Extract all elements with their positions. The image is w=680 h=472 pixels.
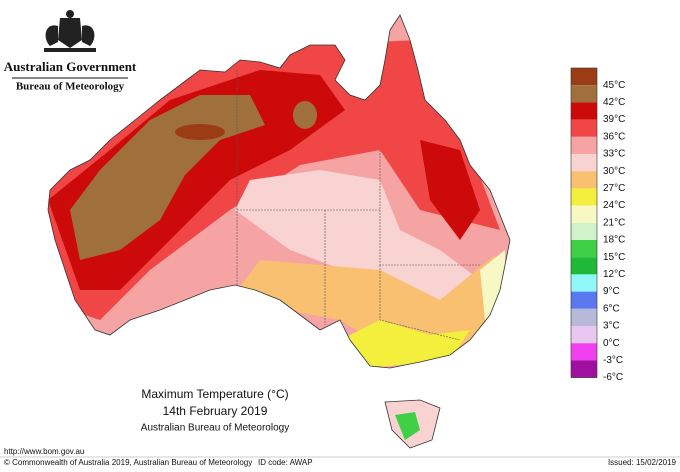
footer-issued: Issued: 15/02/2019 <box>608 458 677 467</box>
footer-id: ID code: AWAP <box>258 458 313 467</box>
legend-swatch <box>571 171 597 189</box>
footer-url: http://www.bom.gov.au <box>4 447 84 456</box>
crest <box>44 10 96 52</box>
legend-label: 18°C <box>603 235 625 246</box>
legend-swatch <box>571 291 597 309</box>
legend-swatch <box>571 326 597 344</box>
legend-label: 12°C <box>603 269 625 280</box>
legend-swatch <box>571 308 597 326</box>
legend-label: 9°C <box>603 286 620 297</box>
footer-copyright: © Commonwealth of Australia 2019, Austra… <box>4 458 252 467</box>
legend-label: -3°C <box>603 355 623 366</box>
legend-swatch <box>571 257 597 275</box>
legend-label: 15°C <box>603 252 625 263</box>
state-borders <box>236 70 480 341</box>
legend-label: 0°C <box>603 338 620 349</box>
legend-swatch <box>571 188 597 206</box>
legend-swatch <box>571 222 597 240</box>
legend-swatch <box>571 85 597 103</box>
legend-swatch <box>571 154 597 172</box>
legend-label: 36°C <box>603 131 625 142</box>
agency-name: Australian Government <box>4 59 137 74</box>
legend-swatch <box>571 240 597 258</box>
legend-label: 42°C <box>603 97 625 108</box>
legend-label: 33°C <box>603 149 625 160</box>
legend-label: 27°C <box>603 183 625 194</box>
legend-swatch <box>571 205 597 223</box>
legend-label: 24°C <box>603 200 625 211</box>
bureau-name: Bureau of Meteorology <box>16 81 125 93</box>
legend-label: 30°C <box>603 166 625 177</box>
tasmania <box>384 399 441 449</box>
legend-label: 45°C <box>603 80 625 91</box>
legend-frame <box>570 67 598 378</box>
legend-swatch <box>571 68 597 86</box>
legend-label: 6°C <box>603 303 620 314</box>
legend-label: 21°C <box>603 217 625 228</box>
legend-swatch <box>571 102 597 120</box>
legend-swatch <box>571 360 597 378</box>
legend-label: 3°C <box>603 321 620 332</box>
map-date: 14th February 2019 <box>163 404 268 418</box>
legend: 45°C 42°C 39°C 36°C 33°C 30°C 27°C 24°C 21°C 18°C… <box>570 67 625 383</box>
map-title: Maximum Temperature (°C) <box>141 387 288 401</box>
map-source: Australian Bureau of Meteorology <box>141 423 289 434</box>
legend-label: -6°C <box>603 372 623 383</box>
legend-swatch <box>571 274 597 292</box>
legend-swatch <box>571 343 597 361</box>
legend-label: 39°C <box>603 114 625 125</box>
legend-swatch <box>571 119 597 137</box>
legend-swatch <box>571 136 597 154</box>
